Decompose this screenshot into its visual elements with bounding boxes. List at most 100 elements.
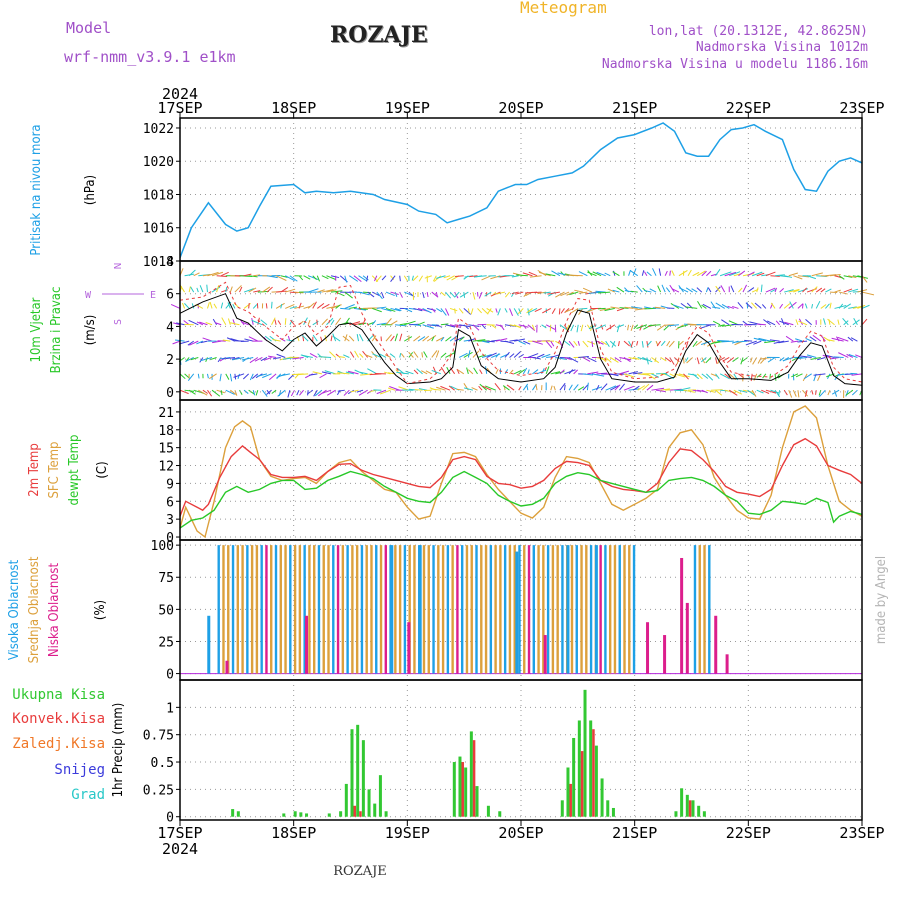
wind-barb [479,369,483,375]
wind-barb [243,273,252,277]
wind-barb [399,333,403,342]
wind-barb [555,371,565,375]
wind-barb [207,271,219,277]
wind-barb [834,289,841,293]
wind-barb [307,302,315,309]
cloud-bar [456,545,459,674]
wind-barb [664,270,668,276]
wind-barb [762,373,767,379]
wind-barb [541,324,547,329]
wind-barb [587,371,599,375]
wind-barb [784,321,794,326]
cloud-bar [460,545,464,674]
wind-barb [825,303,830,309]
wind-gust-line [179,281,863,385]
y-tick-label: 0.5 [151,756,174,771]
wind-barb [770,288,777,293]
wind-barb [751,271,763,277]
wind-barb [367,368,378,375]
wind-barb [179,284,185,293]
wind-barb [617,341,620,347]
wind-barb [646,341,649,348]
cloud-low-label: Niska Oblacnost [47,562,62,657]
wind-barb [205,357,208,362]
wind-barb [321,318,328,326]
wind-barb [706,389,716,393]
wind-barb [674,357,680,363]
wind-barb [343,389,350,396]
cloud-bar [279,545,282,674]
wind-barb [454,336,465,342]
precip-legend-item: Konvek.Kisa [12,711,105,727]
wind-barb [413,369,419,375]
wind-barb [178,340,190,345]
wind-barb [256,373,268,377]
wind-barb [550,371,561,375]
wind-barb [701,270,707,277]
convective-precip-bar [461,762,464,817]
page-title: ROZAJE [330,22,428,48]
wind-barb [799,355,812,358]
wind-barb [587,271,597,277]
wind-barb [179,389,189,395]
precip-bar [566,767,570,817]
cloud-bar [594,545,598,674]
wind-barb [656,324,666,331]
wind-barb [742,284,748,293]
wind-barb [330,335,333,342]
wind-barb [190,286,195,293]
wind-barb [418,275,424,282]
wind-barb [769,339,780,342]
wind-barb [702,303,712,309]
wind-barb [446,275,455,281]
wind-barb [289,275,298,282]
wind-barb [811,304,814,309]
wind-barb [422,324,434,329]
wind-barb [385,318,392,326]
cloud-bar [217,545,220,674]
date-label-top: 19SEP [385,99,430,117]
wind-barb [211,389,221,397]
wind-barb [641,341,644,348]
wind-barb [344,291,353,299]
wind-barb [354,369,364,375]
wind-barb [685,357,689,362]
wind-barb [412,275,419,282]
wind-barb [527,324,536,331]
y-tick-label: 0.75 [143,729,174,744]
wind-barb [715,389,723,396]
cloud-bar [556,545,559,674]
date-label-bottom: 19SEP [385,824,430,842]
wind-barb [730,285,735,293]
wind-barb [609,340,617,347]
wind-barb [222,356,235,360]
precip-bar [231,809,235,817]
y-tick-label: 6 [166,495,174,510]
wind-barb [220,302,224,309]
wind-barb [719,271,732,277]
precip-bar [697,805,701,817]
wind-barb [633,372,643,375]
cloud-bar [225,660,229,674]
wind-barb [356,389,364,393]
wind-barb [851,389,858,396]
wind-barb [191,303,195,309]
wind-barb [431,350,438,358]
wind-barb [596,271,606,277]
wind-barb [619,383,625,391]
precip-bar [702,811,706,817]
year-label-bottom: 2024 [162,840,198,858]
wind-barb [592,271,602,277]
wind-barb [811,390,814,395]
wind-barb [697,301,703,309]
wind-barb [312,301,317,309]
wind-barb [299,389,304,396]
wind-barb [623,340,630,347]
wind-barb [296,389,300,396]
cloud-bar [580,545,583,674]
wind-barb [301,334,309,342]
wind-barb [569,291,579,296]
wind-barb [788,390,793,398]
cloud-bar [332,545,335,674]
wind-barb [399,352,402,358]
